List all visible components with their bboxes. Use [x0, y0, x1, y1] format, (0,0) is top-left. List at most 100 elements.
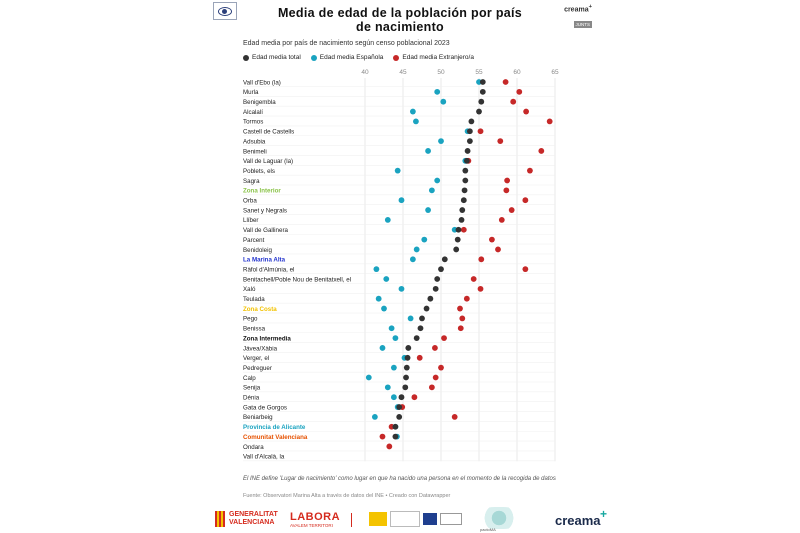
data-point [417, 325, 424, 332]
data-point [459, 315, 466, 322]
category-label: Alcalalí [243, 109, 263, 116]
x-tick-label: 55 [475, 69, 483, 76]
source-note: Fuente: Observatori Marina Alta a través… [243, 493, 451, 499]
data-point [508, 207, 515, 213]
data-point [441, 256, 448, 263]
category-label: Verger, el [243, 355, 269, 362]
data-point [402, 384, 409, 391]
creama-junts-logo: creama+ JUNTS [564, 4, 592, 31]
data-point [404, 354, 411, 361]
x-tick-label: 40 [361, 69, 369, 76]
brand-badge: JUNTS [573, 21, 592, 29]
data-point [413, 335, 420, 341]
legend-dot-espanola [310, 54, 317, 61]
data-point [434, 88, 441, 95]
data-point [455, 226, 462, 233]
category-label: Vall d'Alcalà, la [243, 454, 285, 461]
data-point [462, 177, 469, 184]
data-point [438, 364, 444, 371]
data-point [434, 177, 441, 184]
category-label: Provincia de Alicante [243, 424, 306, 431]
category-label: Comunitat Valenciana [243, 434, 308, 441]
gv-line-2: VALENCIANA [229, 519, 275, 526]
page-title: Media de edad de la población por país d… [250, 6, 550, 34]
data-point [379, 433, 386, 440]
data-point [504, 177, 511, 184]
category-label: Murla [243, 89, 259, 96]
data-point [479, 88, 486, 95]
data-point [432, 374, 439, 381]
data-point [459, 207, 466, 213]
data-point [464, 148, 471, 154]
data-point [413, 246, 420, 253]
data-point [390, 394, 397, 401]
category-label: Adsubia [243, 138, 266, 145]
data-point [423, 305, 430, 312]
data-point [479, 79, 486, 85]
title-line-1: Media de edad de la población por país [277, 6, 523, 20]
x-tick-label: 45 [399, 69, 407, 76]
data-point [503, 187, 510, 194]
legend-item-extranjero: Edad media Extranjero/a [393, 54, 474, 61]
data-point [409, 108, 416, 115]
observatory-eye-logo [213, 2, 237, 20]
legend-dot-extranjero [393, 54, 400, 61]
data-point [477, 128, 484, 135]
data-point [461, 187, 468, 194]
plan-logo-icon [440, 513, 462, 525]
category-label: Jávea/Xàbia [243, 345, 278, 352]
data-point [438, 266, 444, 273]
data-point [427, 295, 434, 302]
data-point [365, 374, 372, 381]
data-point [425, 207, 431, 213]
category-label: Benitachell/Poble Nou de Benitatxell, el [243, 276, 351, 283]
pacto-label: pactoMA [480, 527, 496, 532]
pacto-map-logo [478, 507, 520, 529]
data-point [398, 197, 405, 204]
data-point [458, 217, 465, 223]
legend-dot-total [243, 54, 249, 61]
data-point [396, 414, 403, 420]
data-point [468, 118, 475, 125]
ministry-emblem-icon [390, 511, 420, 527]
data-point [411, 394, 418, 401]
data-point [405, 345, 412, 351]
legend-item-espanola: Edad media Española [310, 54, 383, 61]
category-label: Benigembla [243, 99, 276, 106]
data-point [403, 374, 409, 381]
data-point [460, 197, 467, 204]
footnote: El INE define 'Lugar de nacimiento' como… [243, 476, 556, 482]
data-point [425, 148, 431, 154]
creama-footer-logo: creama [555, 513, 601, 528]
category-label: Vall de Gallinera [243, 227, 288, 234]
data-point [527, 167, 533, 174]
footer-logos: GENERALITAT VALENCIANA LABORA AVALEM TERR… [0, 505, 800, 533]
category-label: Ràfol d'Almúnia, el [243, 266, 294, 273]
footer-divider [351, 513, 352, 527]
category-label: Tormos [243, 119, 263, 126]
data-point [386, 443, 393, 450]
data-point [416, 354, 423, 361]
labora-logo: LABORA AVALEM TERRITORI [290, 511, 340, 528]
data-point [454, 236, 461, 243]
category-label: Zona Interior [243, 188, 281, 195]
category-label: Llíber [243, 217, 258, 224]
data-point [546, 118, 553, 125]
data-point [522, 197, 529, 204]
generalitat-emblem-icon [215, 511, 225, 527]
x-tick-label: 65 [551, 69, 559, 76]
category-label: Orba [243, 198, 257, 205]
category-label: Zona Costa [243, 306, 277, 313]
data-point [409, 256, 416, 263]
data-point [460, 226, 467, 233]
data-point [419, 315, 425, 322]
ministry-logos [369, 511, 462, 527]
data-point [476, 108, 482, 115]
category-label: Poblets, els [243, 168, 275, 175]
category-label: Benimeli [243, 148, 267, 155]
data-point [379, 345, 386, 351]
data-point [388, 325, 395, 332]
data-point [523, 108, 530, 115]
data-point [502, 79, 509, 85]
data-point [384, 384, 391, 391]
